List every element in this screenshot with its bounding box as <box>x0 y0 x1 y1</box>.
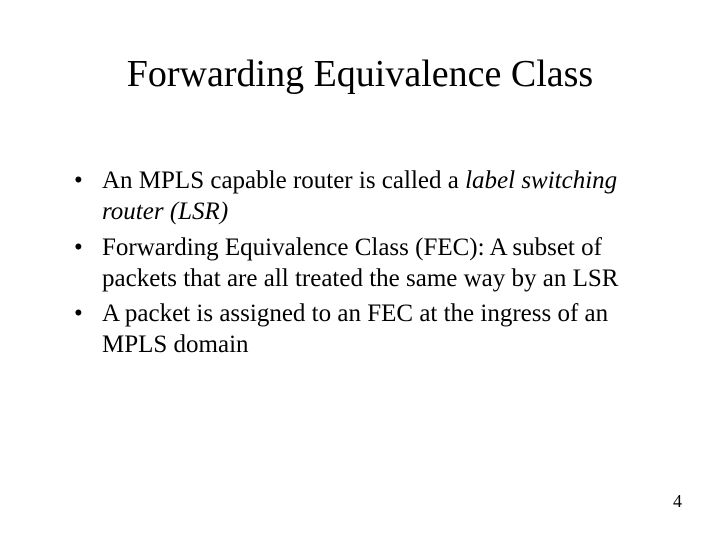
bullet-text-run: Forwarding Equivalence Class (FEC): A su… <box>102 234 618 292</box>
bullet-text: An MPLS capable router is called a label… <box>102 167 617 225</box>
bullet-item: • An MPLS capable router is called a labe… <box>70 165 660 228</box>
bullet-text-run: An MPLS capable router is called a <box>102 167 465 194</box>
bullet-text-run: A packet is assigned to an FEC at the in… <box>102 300 608 358</box>
bullet-text: Forwarding Equivalence Class (FEC): A su… <box>102 234 618 292</box>
bullet-marker: • <box>74 165 83 196</box>
page-number: 4 <box>673 491 682 512</box>
bullet-item: • A packet is assigned to an FEC at the i… <box>70 298 660 361</box>
bullet-text: A packet is assigned to an FEC at the in… <box>102 300 608 358</box>
slide-title: Forwarding Equivalence Class <box>0 52 720 96</box>
slide: Forwarding Equivalence Class • An MPLS ca… <box>0 0 720 540</box>
bullet-item: • Forwarding Equivalence Class (FEC): A s… <box>70 232 660 295</box>
bullet-list: • An MPLS capable router is called a labe… <box>70 165 660 365</box>
bullet-ul: • An MPLS capable router is called a labe… <box>70 165 660 361</box>
bullet-marker: • <box>74 232 83 263</box>
bullet-marker: • <box>74 298 83 329</box>
